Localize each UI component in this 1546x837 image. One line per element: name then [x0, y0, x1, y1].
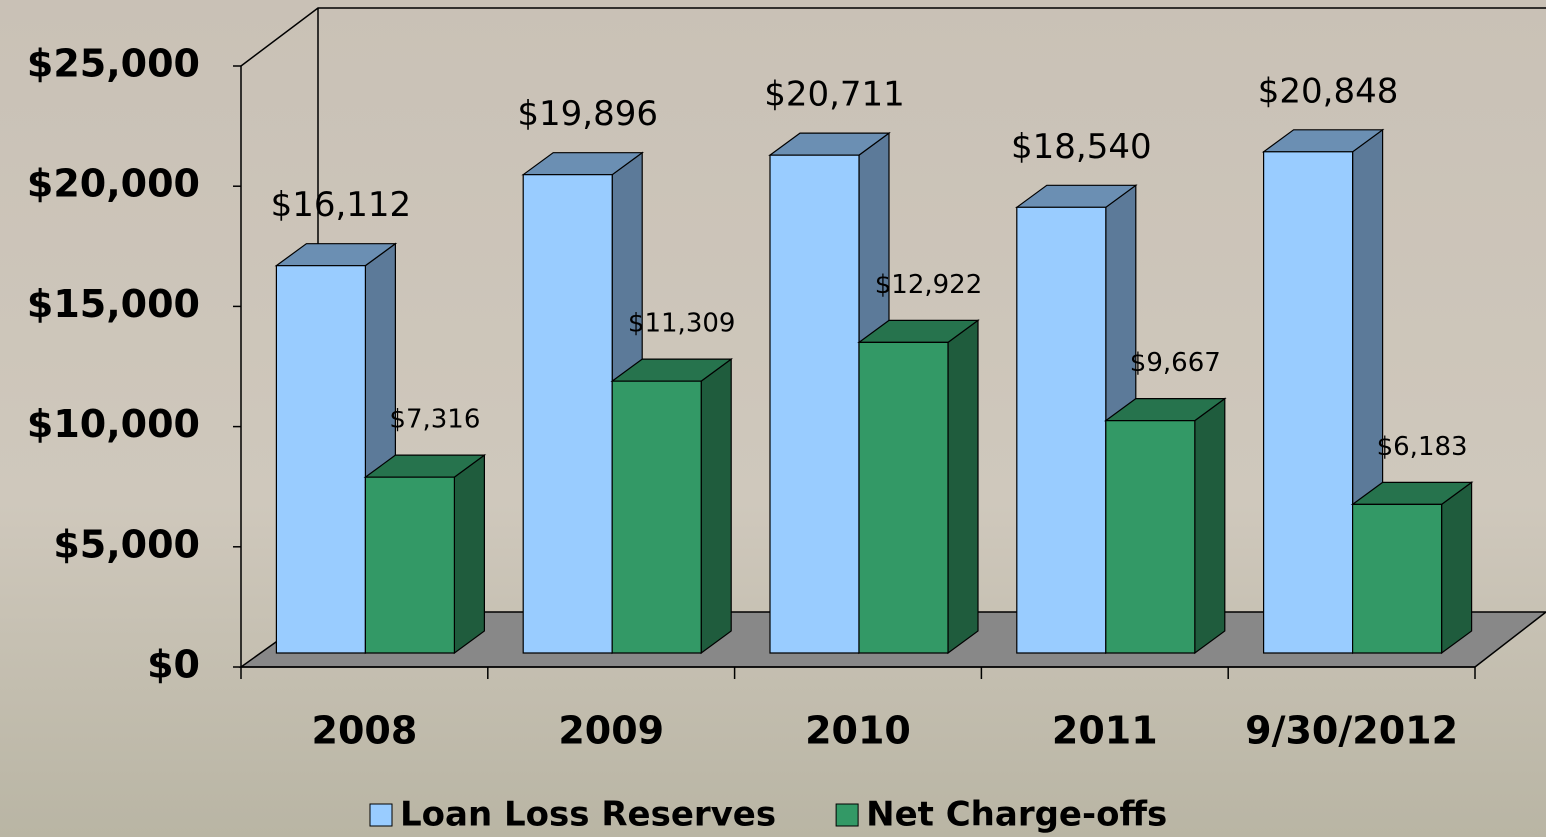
bar-face: [523, 175, 612, 653]
bar: [612, 359, 731, 653]
bar-face: [365, 477, 454, 653]
value-label: $12,922: [875, 270, 983, 300]
y-tick-label: $15,000: [27, 282, 200, 326]
value-label: $19,896: [517, 94, 658, 134]
bar-face: [770, 155, 859, 653]
bar-face: [1195, 399, 1225, 653]
x-tick-label: 9/30/2012: [1245, 709, 1458, 753]
value-label: $7,316: [389, 405, 480, 435]
bar-face: [1106, 421, 1195, 653]
bar-face: [454, 455, 484, 653]
value-label: $9,667: [1130, 348, 1221, 378]
bar: [1353, 482, 1472, 653]
page: $0 $5,000 $10,000 $15,000 $20,000 $25,000 2008…: [0, 0, 1546, 837]
bar: [1106, 399, 1225, 653]
bar-face: [1017, 207, 1106, 653]
bar: [365, 455, 484, 653]
bar-face: [859, 342, 948, 653]
x-tick-label: 2010: [805, 709, 911, 753]
x-tick-label: 2011: [1052, 709, 1158, 753]
bar-face: [948, 320, 978, 653]
y-tick-label: $25,000: [27, 42, 200, 86]
legend-swatch: [370, 804, 392, 826]
value-label: $16,112: [271, 185, 412, 225]
value-label: $20,711: [764, 75, 905, 115]
bar-face: [1442, 482, 1472, 653]
bar-face: [1353, 504, 1442, 653]
value-label: $18,540: [1011, 127, 1152, 167]
x-tick-label: 2008: [312, 709, 418, 753]
y-tick-label: $10,000: [27, 402, 200, 446]
bar-face: [1264, 152, 1353, 653]
legend-label: Loan Loss Reserves: [400, 795, 776, 835]
chart: $0 $5,000 $10,000 $15,000 $20,000 $25,000 2008…: [0, 0, 1546, 837]
bar-face: [701, 359, 731, 653]
bar-face: [612, 381, 701, 653]
value-label: $20,848: [1258, 71, 1399, 111]
bar: [859, 320, 978, 653]
y-tick-label: $20,000: [27, 162, 200, 206]
y-tick-label: $5,000: [53, 522, 200, 566]
legend-label: Net Charge-offs: [866, 795, 1167, 835]
x-tick-label: 2009: [558, 709, 664, 753]
bar-face: [276, 266, 365, 653]
legend-swatch: [836, 804, 858, 826]
y-tick-label: $0: [147, 643, 200, 687]
value-label: $11,309: [628, 309, 736, 339]
value-label: $6,183: [1377, 432, 1468, 462]
